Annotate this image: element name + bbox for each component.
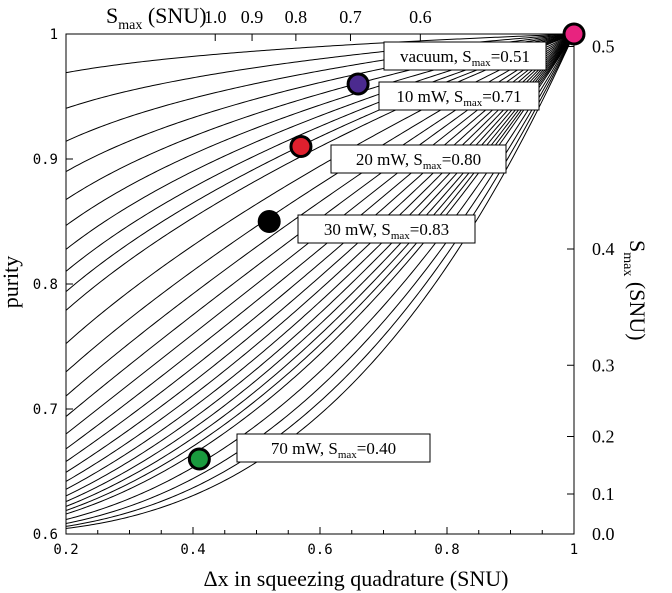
- point-70-mw: [187, 447, 211, 471]
- right-axis-label-s: S: [625, 240, 650, 252]
- top-axis-label-unit: (SNU): [142, 3, 206, 28]
- label-sub-30-mw: max: [391, 230, 410, 242]
- contour-line-22: [66, 34, 574, 503]
- label-sub-10-mw: max: [463, 97, 482, 109]
- top-axis-label-s: S: [106, 3, 118, 28]
- label-sub-vacuum: max: [472, 57, 491, 69]
- x-tick-label: 0.6: [307, 542, 332, 558]
- point-vacuum: [562, 22, 586, 46]
- label-box-70-mw: [236, 433, 431, 463]
- contour-line-20: [66, 34, 574, 490]
- right-tick-label: 0.0: [592, 524, 615, 544]
- point-30-mw: [257, 210, 281, 233]
- label-text-70-mw: 70 mW, Smax=0.40: [271, 439, 396, 461]
- y-axis-label: purity: [0, 256, 23, 309]
- contour-line-2: [66, 34, 574, 109]
- contour-line-18: [66, 34, 574, 473]
- label-value-70-mw: =0.40: [357, 439, 396, 458]
- right-tick-label: 0.5: [592, 37, 615, 57]
- label-text-10-mw: 10 mW, Smax=0.71: [396, 87, 521, 109]
- label-value-30-mw: =0.83: [410, 220, 449, 239]
- contour-line-21: [66, 34, 574, 497]
- y-tick-label: 0.8: [33, 277, 58, 293]
- contour-line-17: [66, 34, 574, 462]
- label-text-30-mw: 30 mW, Smax=0.83: [324, 220, 449, 242]
- top-tick-label: 0.9: [241, 7, 264, 27]
- x-tick-label: 0.2: [53, 542, 78, 558]
- top-axis-label: Smax (SNU): [106, 3, 207, 33]
- y-tick-label: 0.7: [33, 402, 58, 418]
- label-value-20-mw: =0.80: [442, 150, 481, 169]
- label-text-20-mw: 20 mW, Smax=0.80: [356, 150, 481, 172]
- right-tick-label: 0.3: [592, 355, 615, 375]
- label-box-10-mw: [378, 81, 540, 111]
- label-value-vacuum: =0.51: [491, 47, 530, 66]
- contour-line-11: [66, 34, 574, 345]
- right-tick-label: 0.1: [592, 484, 615, 504]
- label-text-vacuum: vacuum, Smax=0.51: [400, 47, 530, 69]
- axis-ticks: 0.2 0.4 0.6 0.8 1 0.6 0.7 0.8 0.9 1 1.0 0.9 0.8 0.7 0.…: [33, 7, 615, 558]
- label-box-vacuum: [383, 41, 547, 71]
- label-value-10-mw: =0.71: [482, 87, 521, 106]
- top-tick-label: 0.8: [285, 7, 308, 27]
- x-axis-label: Δx in squeezing quadrature (SNU): [204, 566, 509, 591]
- label-main-vacuum: vacuum, S: [400, 47, 472, 66]
- label-box-30-mw: [297, 214, 476, 244]
- contour-line-1: [66, 34, 574, 74]
- x-tick-label: 0.4: [180, 542, 205, 558]
- right-axis-label: Smax (SNU): [620, 240, 650, 341]
- top-tick-label: 0.6: [409, 7, 432, 27]
- x-tick-label: 1: [570, 542, 578, 558]
- right-axis-label-unit: (SNU): [625, 276, 650, 340]
- label-sub-20-mw: max: [423, 160, 442, 172]
- contour-line-28: [66, 34, 574, 527]
- right-axis-label-sub: max: [620, 252, 635, 276]
- contour-line-19: [66, 34, 574, 482]
- y-tick-label: 0.6: [33, 527, 58, 543]
- contour-line-29: [66, 34, 574, 529]
- right-tick-label: 0.4: [592, 239, 615, 259]
- label-main-10-mw: 10 mW, S: [396, 87, 463, 106]
- label-box-20-mw: [330, 144, 507, 174]
- top-tick-label: 0.7: [339, 7, 362, 27]
- top-axis-label-sub: max: [118, 18, 142, 33]
- point-20-mw: [289, 135, 313, 158]
- x-tick-label: 0.8: [434, 542, 459, 558]
- point-10-mw: [346, 72, 370, 96]
- label-sub-70-mw: max: [338, 449, 357, 461]
- label-main-30-mw: 30 mW, S: [324, 220, 391, 239]
- label-main-70-mw: 70 mW, S: [271, 439, 338, 458]
- y-tick-label: 1: [50, 27, 58, 43]
- contour-line-27: [66, 34, 574, 524]
- right-tick-label: 0.2: [592, 427, 615, 447]
- label-main-20-mw: 20 mW, S: [356, 150, 423, 169]
- y-tick-label: 0.9: [33, 152, 58, 168]
- top-tick-label: 1.0: [204, 7, 227, 27]
